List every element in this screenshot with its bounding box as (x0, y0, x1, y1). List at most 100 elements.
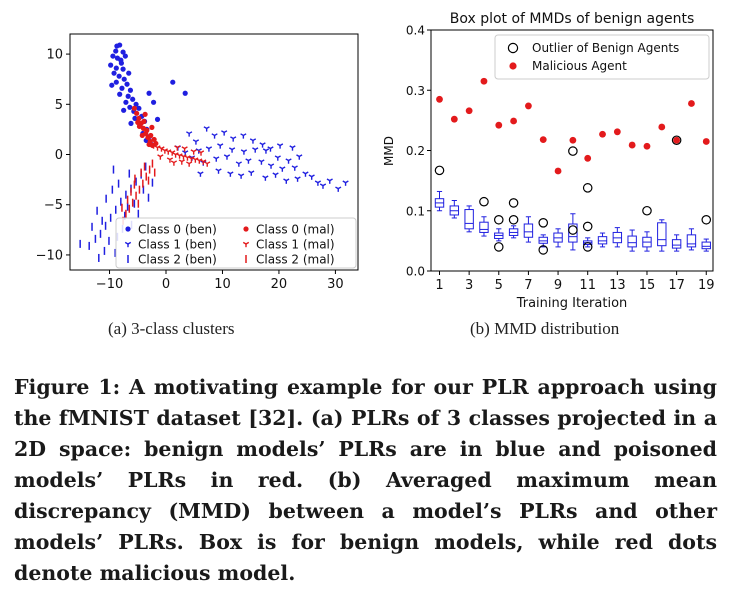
scatter-point (126, 70, 132, 76)
malicious-agent-point (554, 167, 562, 175)
box-glyph (494, 228, 504, 242)
scatter-point (283, 178, 290, 184)
scatter-plot-frame (69, 33, 359, 271)
box-glyph (568, 213, 578, 251)
scatter-point (127, 87, 134, 93)
box-glyph (464, 205, 474, 233)
scatter-point (118, 57, 124, 63)
scatter-point (326, 178, 333, 184)
box-glyph (612, 227, 623, 248)
box-iqr (538, 236, 548, 244)
scatter-point (215, 168, 222, 174)
scatter-point (291, 165, 298, 171)
scatter-point (150, 99, 157, 105)
box-glyph (642, 231, 652, 252)
benign-outlier-point (508, 214, 519, 225)
box-glyph (701, 238, 711, 252)
box-legend-box (494, 34, 710, 80)
box-iqr (657, 222, 667, 247)
box-iqr (597, 236, 608, 245)
scatter-point (227, 171, 234, 177)
box-legend-label: Outlier of Benign Agents (532, 41, 679, 55)
box-x-tick-label: 13 (609, 278, 626, 293)
box-iqr (479, 221, 489, 233)
scatter-point (146, 141, 152, 148)
scatter-point (119, 85, 125, 91)
benign-outlier-point (582, 242, 593, 252)
box-x-tick-label: 17 (668, 278, 685, 293)
scatter-point (134, 110, 140, 116)
scatter-point (197, 171, 204, 177)
scatter-point (120, 49, 126, 55)
malicious-agent-point (628, 141, 636, 149)
scatter-point (132, 115, 138, 121)
scatter-point (200, 159, 207, 165)
scatter-point (109, 82, 115, 88)
scatter-point (230, 136, 237, 142)
malicious-agent-point (465, 107, 473, 115)
box-glyph (627, 229, 637, 252)
scatter-point (203, 126, 210, 132)
benign-outlier-point (582, 221, 593, 232)
scatter-point (151, 136, 157, 143)
scatter-point (223, 154, 231, 160)
box-glyph (508, 225, 519, 239)
scatter-point (267, 146, 274, 152)
scatter-point (276, 143, 284, 149)
scatter-point (113, 79, 119, 85)
scatter-point (252, 147, 259, 153)
box-iqr (671, 239, 682, 249)
scatter-point (154, 116, 161, 122)
scatter-x-tick-label: 10 (214, 277, 231, 292)
malicious-agent-point (569, 136, 577, 144)
scatter-point (308, 174, 315, 180)
malicious-agent-point (450, 115, 458, 123)
scatter-point (136, 105, 142, 111)
benign-outlier-point (582, 183, 593, 193)
box-glyph (449, 200, 460, 219)
scatter-point (148, 132, 154, 139)
benign-outlier-point (493, 214, 504, 225)
scatter-point (240, 149, 248, 155)
box-x-tick-label: 1 (435, 278, 443, 293)
scatter-point (279, 166, 286, 172)
scatter-point (181, 146, 188, 152)
scatter-point (113, 48, 119, 54)
scatter-legend-box (115, 217, 357, 269)
scatter-point (116, 73, 122, 79)
scatter-y-tick-label: 0 (55, 148, 63, 163)
scatter-point (149, 124, 155, 130)
scatter-point (228, 147, 236, 153)
scatter-point (135, 119, 141, 125)
benign-outlier-point (701, 214, 712, 225)
scatter-point (136, 123, 143, 129)
scatter-point (124, 81, 130, 87)
box-glyph (671, 234, 682, 252)
box-legend: Outlier of Benign Agents Malicious Agent (494, 34, 710, 80)
scatter-point (169, 150, 176, 156)
scatter-point (335, 186, 342, 192)
scatter-point (221, 130, 228, 136)
benign-outlier-point (671, 135, 682, 146)
scatter-x-tick-label: 20 (271, 277, 288, 292)
benign-outlier-point (508, 198, 519, 208)
scatter-x-tick-label: 0 (162, 277, 170, 292)
scatter-point (211, 133, 218, 139)
benign-outlier-point (538, 218, 549, 228)
malicious-agent-point (599, 130, 606, 138)
box-iqr (701, 241, 711, 250)
box-y-tick-label: 0.0 (406, 265, 425, 279)
scatter-point (342, 180, 349, 186)
box-y-tick-label: 0.1 (406, 204, 425, 218)
scatter-point (248, 170, 255, 176)
box-legend-marker-malicious (509, 62, 517, 70)
scatter-point (259, 142, 266, 148)
scatter-point (121, 107, 127, 113)
scatter-point (142, 111, 148, 117)
malicious-agent-point (643, 142, 651, 150)
scatter-point (213, 156, 220, 162)
scatter-point (146, 90, 152, 96)
scatter-point (174, 145, 181, 151)
scatter-legend-label: Class 0 (ben) (138, 223, 217, 237)
scatter-legend-marker (242, 241, 250, 248)
